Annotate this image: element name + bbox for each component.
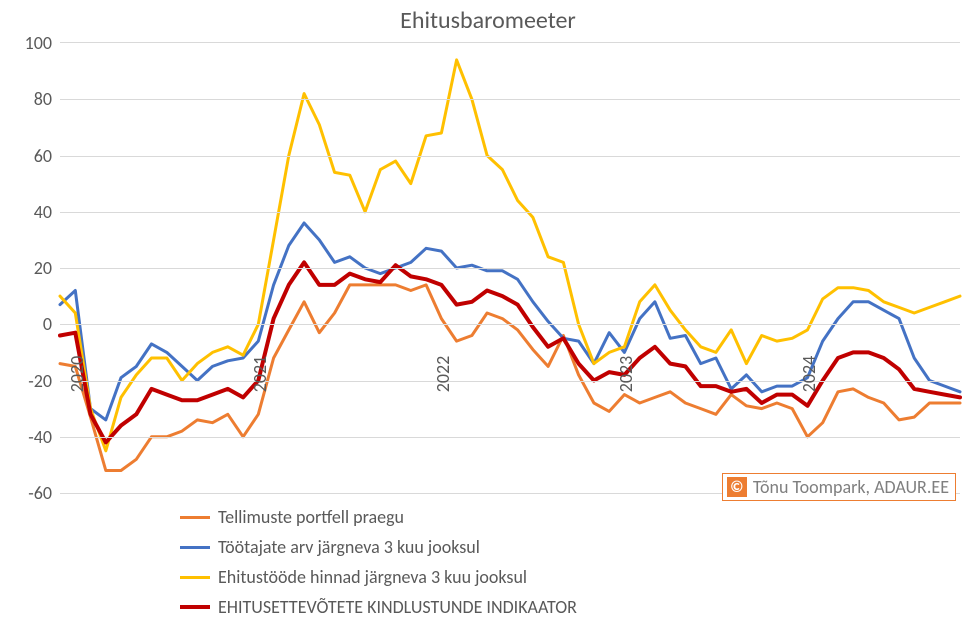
y-axis-label: 100 — [25, 32, 52, 54]
chart-title: Ehitusbaromeeter — [0, 6, 976, 35]
gridline — [60, 156, 960, 157]
x-axis-year-label: 2022 — [432, 356, 454, 393]
legend-label: Tellimuste portfell praegu — [218, 506, 404, 528]
y-axis-label: 20 — [34, 257, 52, 279]
credit-text: Tõnu Toompark, ADAUR.EE — [753, 476, 949, 498]
x-axis-year-label: 2020 — [66, 356, 88, 393]
gridline — [60, 324, 960, 325]
legend-item: Ehitustööde hinnad järgneva 3 kuu jooksu… — [180, 562, 577, 592]
y-axis-label: -20 — [28, 370, 52, 392]
series-line — [60, 60, 960, 451]
credit-box: © Tõnu Toompark, ADAUR.EE — [722, 473, 956, 501]
legend-swatch — [180, 546, 210, 549]
legend-label: EHITUSETTEVÕTETE KINDLUSTUNDE INDIKAATOR — [218, 596, 577, 618]
legend: Tellimuste portfell praegu Töötajate arv … — [180, 502, 577, 622]
series-line — [60, 223, 960, 420]
x-axis-year-label: 2024 — [798, 356, 820, 393]
copyright-icon: © — [727, 477, 747, 497]
legend-item: EHITUSETTEVÕTETE KINDLUSTUNDE INDIKAATOR — [180, 592, 577, 622]
legend-swatch — [180, 516, 210, 519]
plot-area: -60-40-200204060801002020202120222023202… — [60, 42, 960, 493]
y-axis-label: 0 — [43, 313, 52, 335]
y-axis-label: 60 — [34, 145, 52, 167]
legend-label: Ehitustööde hinnad järgneva 3 kuu jooksu… — [218, 566, 527, 588]
chart-container: Ehitusbaromeeter -60 -40 -20 0 20 40 60 80 100 20… — [0, 0, 976, 637]
gridline — [60, 437, 960, 438]
gridline — [60, 268, 960, 269]
legend-item: Tellimuste portfell praegu — [180, 502, 577, 532]
legend-swatch — [180, 605, 210, 609]
gridline — [60, 99, 960, 100]
x-axis-year-label: 2023 — [615, 356, 637, 393]
legend-item: Töötajate arv järgneva 3 kuu jooksul — [180, 532, 577, 562]
legend-swatch — [180, 576, 210, 579]
y-axis-label: -60 — [28, 482, 52, 504]
y-axis-label: -40 — [28, 426, 52, 448]
y-axis-label: 40 — [34, 201, 52, 223]
gridline — [60, 212, 960, 213]
gridline — [60, 381, 960, 382]
x-axis-year-label: 2021 — [249, 356, 271, 393]
y-axis-label: 80 — [34, 88, 52, 110]
legend-label: Töötajate arv järgneva 3 kuu jooksul — [218, 536, 480, 558]
